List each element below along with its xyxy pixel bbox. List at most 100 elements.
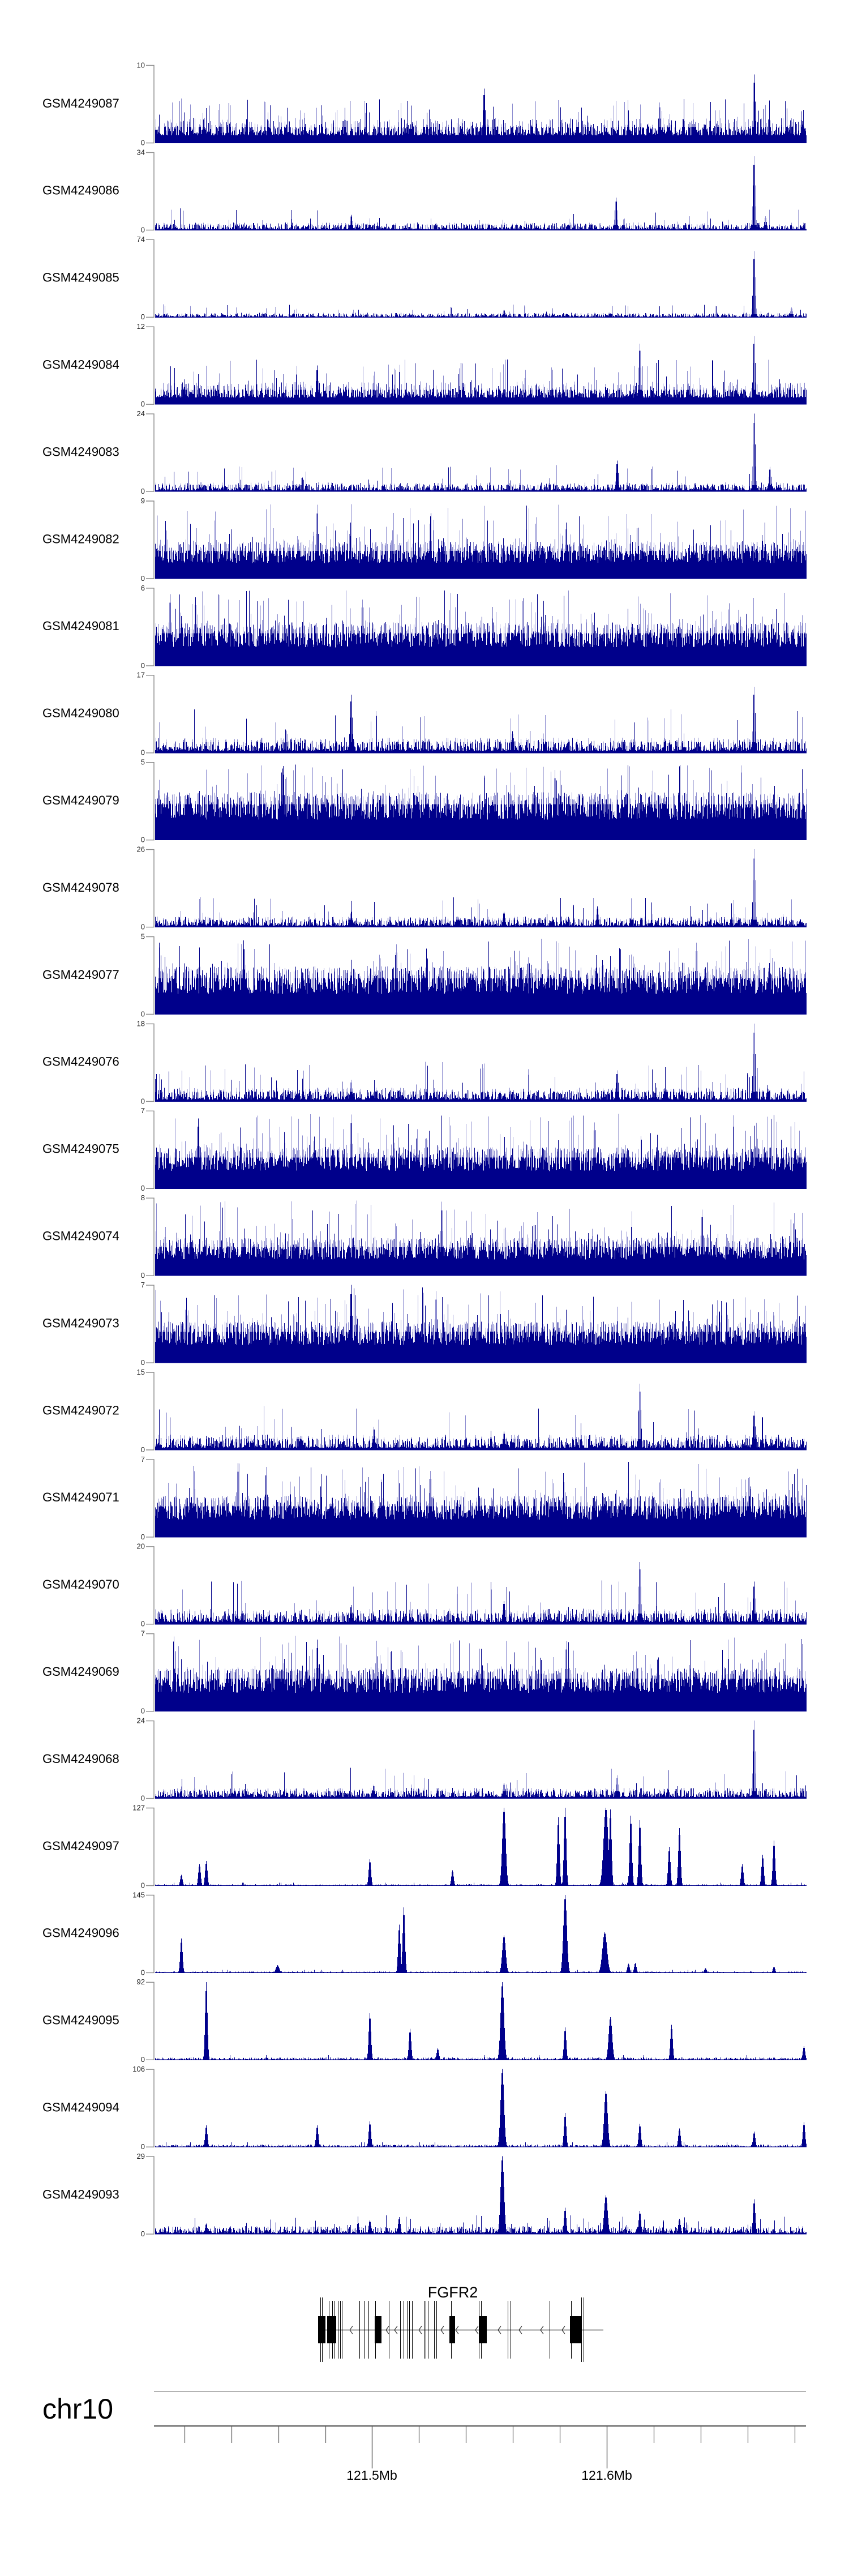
track-label: GSM4249072: [42, 1403, 119, 1417]
axis-max-label: 18: [137, 1019, 145, 1028]
axis-max-label: 127: [132, 1803, 145, 1812]
track-y-axis: [146, 413, 155, 492]
data-track: GSM4249077 5 0: [42, 932, 807, 1018]
data-track: GSM4249075 7 0: [42, 1106, 807, 1192]
data-track: GSM4249083 24 0: [42, 409, 807, 495]
track-y-axis: [146, 326, 155, 405]
track-label: GSM4249086: [42, 183, 119, 198]
track-label: GSM4249081: [42, 619, 119, 633]
coverage-bars: [155, 1285, 807, 1363]
track-label: GSM4249074: [42, 1229, 119, 1243]
coverage-bars: [155, 344, 807, 405]
data-track: GSM4249082 9 0: [42, 497, 807, 583]
track-y-axis: [146, 2069, 155, 2147]
axis-zero-label: 0: [141, 1271, 145, 1280]
coverage-bars: [155, 165, 807, 230]
axis-zero-label: 0: [141, 2230, 145, 2238]
axis-zero-label: 0: [141, 574, 145, 583]
gene-exon: [570, 2316, 581, 2343]
axis-zero-label: 0: [141, 1968, 145, 1976]
coverage-bars-light: [156, 590, 806, 634]
data-track: GSM4249085 74 0: [42, 235, 807, 321]
track-label: GSM4249073: [42, 1316, 119, 1330]
coverage-bars: [155, 940, 807, 1015]
track-label: GSM4249093: [42, 2187, 119, 2201]
data-track: GSM4249074 8 0: [42, 1193, 807, 1280]
track-y-axis: [146, 1894, 155, 1974]
coverage-bars-light: [157, 1289, 806, 1332]
coverage-bars: [155, 694, 807, 754]
coverage-bars-light: [156, 1200, 803, 1247]
coverage-bars: [155, 1808, 807, 1886]
ruler-tick-label: 121.6Mb: [581, 2468, 632, 2483]
gene-exon: [318, 2316, 325, 2343]
axis-max-label: 24: [137, 1717, 145, 1725]
coverage-bars-light: [155, 422, 804, 485]
data-track: GSM4249097 127 0: [42, 1803, 807, 1889]
axis-max-label: 7: [141, 1281, 145, 1289]
gene-track-layer: FGFR2: [318, 2284, 603, 2362]
data-track: GSM4249087 10 0: [42, 61, 807, 147]
track-label: GSM4249083: [42, 444, 119, 459]
axis-zero-label: 0: [141, 400, 145, 408]
coverage-bars-light: [159, 1569, 796, 1614]
track-y-axis: [146, 1633, 155, 1712]
track-y-axis: [146, 762, 155, 841]
axis-max-label: 29: [137, 2152, 145, 2160]
data-track: GSM4249096 145 0: [42, 1890, 807, 1976]
axis-max-label: 24: [137, 409, 145, 418]
axis-max-label: 106: [132, 2065, 145, 2073]
ruler-marks: 121.5Mb 121.6Mb: [154, 2391, 806, 2483]
track-y-axis: [146, 65, 155, 144]
coverage-bars-light: [157, 504, 806, 551]
gene-exon: [375, 2316, 381, 2343]
coverage-bars-light: [155, 765, 807, 805]
track-label: GSM4249071: [42, 1490, 119, 1504]
axis-zero-label: 0: [141, 1620, 145, 1628]
coverage-bars-light: [158, 1462, 803, 1507]
data-track: GSM4249071 7 0: [42, 1455, 807, 1541]
axis-max-label: 7: [141, 1106, 145, 1115]
track-label: GSM4249084: [42, 358, 119, 372]
coverage-bars-light: [157, 1114, 806, 1158]
ruler-tick-label: 121.5Mb: [346, 2468, 397, 2483]
axis-max-label: 7: [141, 1455, 145, 1464]
data-track: GSM4249073 7 0: [42, 1281, 807, 1367]
track-label: GSM4249080: [42, 706, 119, 720]
gene-strand-arrow: [385, 2326, 389, 2334]
chromosome-ruler-layer: chr10 121.5Mb 121.6Mb: [42, 2391, 806, 2483]
gene-strand-arrow: [518, 2326, 522, 2334]
axis-max-label: 20: [137, 1542, 145, 1551]
data-track: GSM4249093 29 0: [42, 2152, 807, 2238]
data-track: GSM4249069 7 0: [42, 1629, 807, 1715]
track-label: GSM4249097: [42, 1839, 119, 1853]
axis-zero-label: 0: [141, 2142, 145, 2151]
coverage-bars: [155, 1054, 807, 1102]
track-label: GSM4249087: [42, 96, 119, 110]
axis-zero-label: 0: [141, 1009, 145, 1018]
track-y-axis: [146, 1197, 155, 1276]
coverage-bars: [155, 1730, 807, 1799]
coverage-bars-light: [160, 251, 793, 314]
gene-model: [318, 2297, 603, 2362]
coverage-bars: [155, 1637, 807, 1712]
coverage-bars: [155, 74, 807, 143]
track-label: GSM4249095: [42, 2013, 119, 2027]
data-track: GSM4249095 92 0: [42, 1978, 807, 2064]
axis-max-label: 5: [141, 758, 145, 767]
coverage-bars-light: [156, 82, 804, 127]
gene-exon: [327, 2316, 336, 2343]
track-label: GSM4249085: [42, 271, 119, 285]
axis-max-label: 92: [137, 1978, 145, 1986]
axis-max-label: 145: [132, 1890, 145, 1899]
axis-max-label: 12: [137, 322, 145, 331]
gene-strand-arrow: [540, 2326, 544, 2334]
data-track: GSM4249076 18 0: [42, 1019, 807, 1105]
axis-zero-label: 0: [141, 2055, 145, 2064]
coverage-bars-light: [161, 336, 805, 390]
data-track: GSM4249086 34 0: [42, 148, 807, 234]
gene-strand-arrow: [394, 2326, 398, 2334]
track-y-axis: [146, 1982, 155, 2060]
coverage-bars: [155, 1114, 807, 1189]
